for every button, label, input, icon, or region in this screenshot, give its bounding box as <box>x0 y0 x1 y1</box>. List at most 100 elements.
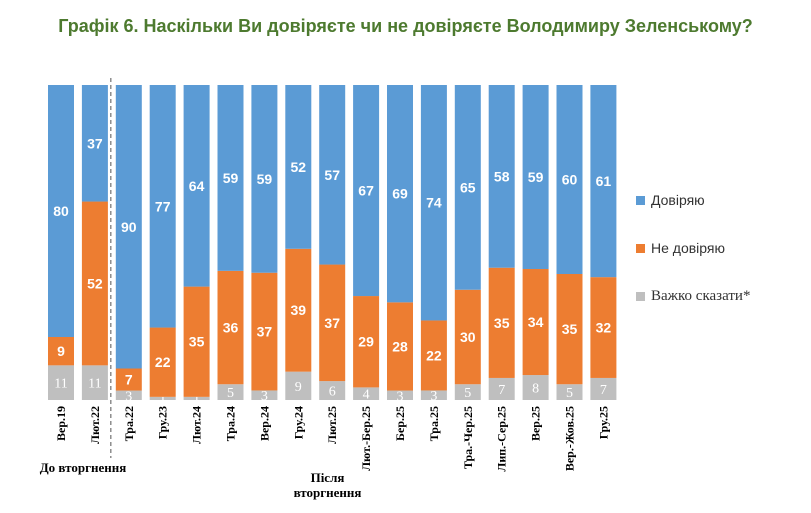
data-label-trust: 37 <box>87 135 103 151</box>
data-label-hard-to-say: 3 <box>261 389 268 404</box>
legend-item-hard-to-say: Важко сказати* <box>636 288 750 304</box>
data-label-trust: 67 <box>358 183 374 199</box>
bar-segment-hard-to-say <box>387 390 413 400</box>
bar-segment-hard-to-say <box>251 390 278 400</box>
bar-segment-hard-to-say <box>48 365 74 400</box>
x-tick-label: Лют.-Бер.25 <box>359 406 373 471</box>
bar-segment-distrust <box>149 327 176 397</box>
bar-segment-trust <box>420 85 447 321</box>
bar-segment-hard-to-say <box>217 384 244 400</box>
bar-segment-trust <box>149 85 176 328</box>
data-label-distrust: 36 <box>223 320 239 336</box>
bar-segment-trust <box>488 85 515 268</box>
data-label-trust: 90 <box>121 219 137 235</box>
data-label-trust: 59 <box>528 169 544 185</box>
data-label-hard-to-say: 1 <box>193 392 200 407</box>
bar-segment-hard-to-say <box>488 377 515 400</box>
data-label-hard-to-say: 5 <box>566 386 573 401</box>
bar-segment-trust <box>251 85 278 273</box>
data-label-hard-to-say: 8 <box>532 382 539 397</box>
x-tick-label: Вер.19 <box>54 406 68 441</box>
data-label-trust: 61 <box>596 173 612 189</box>
group-label-before-invasion: До вторгнення <box>39 460 127 475</box>
data-label-hard-to-say: 7 <box>600 383 607 398</box>
bar-segment-hard-to-say <box>285 371 312 400</box>
bar-segment-hard-to-say <box>81 365 108 400</box>
bar-segment-distrust <box>251 272 278 391</box>
x-tick-label: Тра.-Чер.25 <box>461 406 475 469</box>
data-label-trust: 80 <box>53 203 69 219</box>
x-tick-label: Лют.25 <box>325 406 339 444</box>
bar-segment-trust <box>387 85 413 303</box>
x-tick-label: Тра.25 <box>427 406 441 441</box>
bar-segment-distrust <box>285 248 312 372</box>
legend-swatch-distrust <box>636 243 645 253</box>
data-label-trust: 59 <box>257 171 273 187</box>
bar-segment-hard-to-say <box>556 384 583 400</box>
bar-segment-trust <box>183 85 210 287</box>
group-label-after-invasion: Після вторгнення <box>293 470 362 500</box>
data-label-hard-to-say: 6 <box>329 385 336 400</box>
bar-segment-distrust <box>387 302 413 391</box>
data-label-distrust: 29 <box>358 334 374 350</box>
x-tick-label: Гру.23 <box>156 406 170 439</box>
bar-segment-hard-to-say <box>115 390 142 400</box>
x-tick-label: Вер.25 <box>529 406 543 441</box>
bar-segment-distrust <box>556 274 583 385</box>
x-tick-label: Вер.24 <box>257 406 271 441</box>
x-tick-label: Лют.24 <box>190 406 204 444</box>
legend-item-distrust: Не довіряю <box>636 240 750 256</box>
bar-segment-hard-to-say <box>590 377 617 400</box>
bar-segment-hard-to-say <box>454 384 481 400</box>
bar-segment-distrust <box>522 269 549 376</box>
data-label-trust: 57 <box>324 167 340 183</box>
data-label-hard-to-say: 5 <box>464 386 471 401</box>
legend-swatch-hard-to-say <box>636 291 645 301</box>
data-label-trust: 52 <box>291 159 307 175</box>
bar-segment-trust <box>590 85 617 278</box>
data-label-distrust: 32 <box>596 320 612 336</box>
data-label-distrust: 22 <box>426 347 442 363</box>
x-tick-label: Гру.24 <box>291 406 305 439</box>
data-label-distrust: 35 <box>494 315 510 331</box>
data-label-hard-to-say: 3 <box>125 389 132 404</box>
bar-segment-trust <box>319 85 346 265</box>
data-label-trust: 69 <box>392 186 408 202</box>
data-label-hard-to-say: 5 <box>227 386 234 401</box>
bar-segment-trust <box>115 85 142 369</box>
data-label-trust: 74 <box>426 195 442 211</box>
bar-segment-distrust <box>353 296 380 388</box>
bar-segment-trust <box>353 85 380 297</box>
data-label-hard-to-say: 3 <box>397 389 404 404</box>
x-tick-label: Вер.-Жов.25 <box>563 406 577 471</box>
x-tick-label: Лют.22 <box>88 406 102 444</box>
chart-title: Графік 6. Наскільки Ви довіряєте чи не д… <box>58 16 753 36</box>
data-label-distrust: 9 <box>57 343 65 359</box>
x-tick-label: Гру.25 <box>596 406 610 439</box>
data-label-distrust: 7 <box>125 372 133 388</box>
bar-segment-distrust <box>48 337 74 366</box>
bar-segment-distrust <box>81 201 108 366</box>
bar-segment-distrust <box>420 320 447 391</box>
data-label-distrust: 22 <box>155 354 171 370</box>
bar-segment-distrust <box>454 289 481 385</box>
data-label-distrust: 52 <box>87 275 103 291</box>
data-label-trust: 64 <box>189 178 205 194</box>
bar-segment-trust <box>285 85 312 249</box>
data-label-hard-to-say: 11 <box>88 377 101 392</box>
x-tick-label: Тра.22 <box>122 406 136 441</box>
legend-label-distrust: Не довіряю <box>651 240 725 256</box>
bar-segment-distrust <box>115 368 142 391</box>
data-label-trust: 60 <box>562 172 578 188</box>
legend-swatch-trust <box>636 195 645 205</box>
data-label-distrust: 28 <box>392 338 408 354</box>
data-label-hard-to-say: 9 <box>295 380 302 395</box>
bar-segment-distrust <box>488 267 515 378</box>
data-label-distrust: 37 <box>324 315 340 331</box>
bar-segment-trust <box>556 85 583 274</box>
data-label-distrust: 35 <box>189 334 205 350</box>
bar-segment-trust <box>81 85 108 202</box>
data-label-trust: 65 <box>460 179 476 195</box>
bar-segment-distrust <box>590 277 617 378</box>
